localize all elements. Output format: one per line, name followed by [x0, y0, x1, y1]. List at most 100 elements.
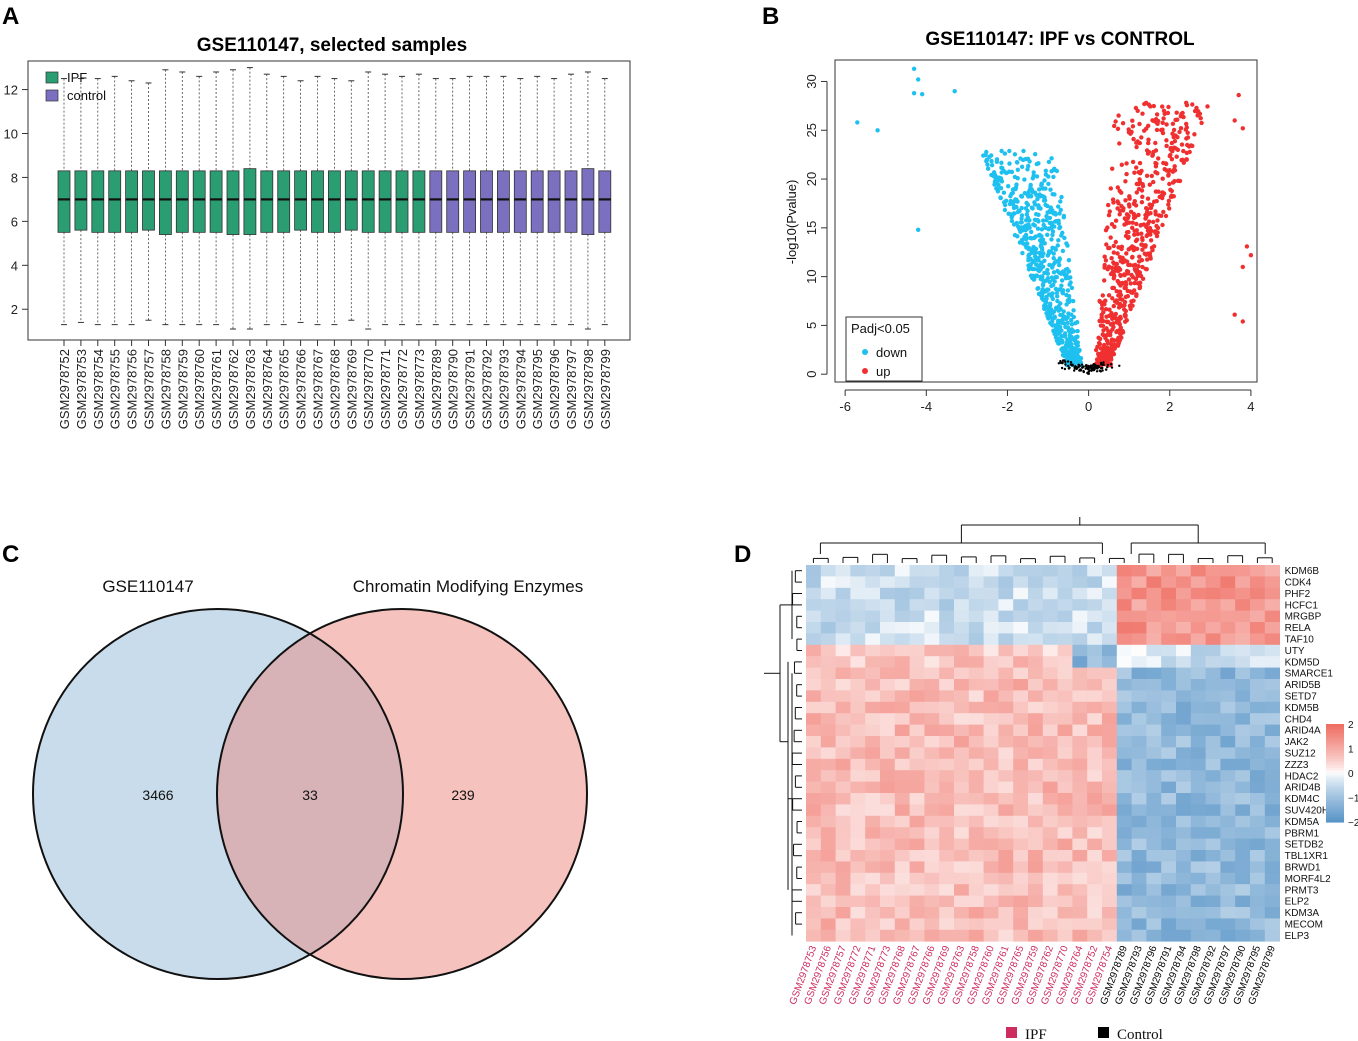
- heatmap-cell: [880, 838, 896, 851]
- heatmap-cell: [1250, 929, 1266, 942]
- point-up: [1105, 319, 1110, 325]
- point-up: [1130, 275, 1136, 280]
- heatmap-cell: [1028, 622, 1044, 634]
- heatmap-cell: [865, 838, 881, 851]
- point-up: [1111, 250, 1117, 255]
- point-down: [1012, 152, 1018, 157]
- heatmap-cell: [968, 872, 984, 885]
- heatmap-cell: [820, 918, 836, 931]
- heatmap-cell: [1057, 758, 1073, 771]
- heatmap-cell: [1131, 884, 1147, 896]
- point-up-outlier: [1240, 126, 1246, 131]
- heatmap-cell: [850, 599, 866, 611]
- point-down: [1046, 159, 1052, 165]
- point-up: [1120, 208, 1126, 213]
- heatmap-cell: [894, 815, 910, 828]
- point-down-outlier: [855, 120, 860, 125]
- heatmap-cell: [1116, 724, 1132, 737]
- heatmap-cell: [1250, 565, 1266, 577]
- heatmap-cell: [1028, 656, 1044, 668]
- row-label-SUV420H1: SUV420H1: [1285, 806, 1335, 817]
- heatmap-cell: [924, 827, 940, 839]
- heatmap-cell: [1220, 644, 1236, 657]
- heatmap-cell: [880, 884, 896, 896]
- heatmap-cell: [1057, 884, 1073, 896]
- y-tick-label: 10: [4, 126, 18, 141]
- heatmap-cell: [924, 815, 940, 828]
- heatmap-cell: [1176, 724, 1192, 737]
- heatmap-cell: [1161, 781, 1177, 794]
- heatmap-cell: [1057, 610, 1073, 623]
- group-legend-swatch-ipf: [1006, 1027, 1017, 1038]
- heatmap-cell: [1116, 929, 1132, 942]
- heatmap-cell: [835, 861, 851, 874]
- heatmap-cell: [1087, 599, 1103, 611]
- heatmap-cell: [1057, 724, 1073, 737]
- heatmap-cell: [1013, 747, 1029, 760]
- heatmap-cell: [880, 565, 896, 577]
- point-up: [1111, 351, 1116, 356]
- volcano-legend-title: Padj<0.05: [851, 321, 910, 336]
- point-down: [1043, 306, 1048, 312]
- point-down: [1036, 291, 1042, 297]
- point-up: [1172, 168, 1178, 173]
- heatmap-cell: [806, 701, 822, 714]
- heatmap-cell: [954, 929, 970, 942]
- heatmap-cell: [954, 884, 970, 896]
- row-label-ELP3: ELP3: [1285, 931, 1310, 942]
- heatmap-cell: [1087, 622, 1103, 634]
- heatmap-cell: [894, 850, 910, 862]
- point-down: [1035, 196, 1040, 202]
- x-tick-label: GSM2978769: [344, 349, 359, 429]
- point-up: [1183, 127, 1189, 132]
- venn-overlap-region: [217, 633, 403, 955]
- row-label-ELP2: ELP2: [1285, 897, 1310, 908]
- heatmap-cell: [968, 690, 984, 703]
- heatmap-cell: [1042, 690, 1058, 703]
- point-down: [1032, 246, 1037, 251]
- heatmap-cell: [1057, 907, 1073, 919]
- point-down: [1038, 264, 1043, 269]
- point-down: [1023, 206, 1029, 211]
- x-tick-label: GSM2978770: [361, 349, 376, 429]
- point-up: [1153, 170, 1158, 175]
- heatmap-cell: [1235, 622, 1251, 634]
- heatmap-cell: [1161, 587, 1177, 600]
- scale-step: [1326, 743, 1344, 747]
- heatmap-cell: [983, 690, 999, 703]
- heatmap-group-legend: IPF Control: [1006, 1027, 1163, 1041]
- heatmap-cell: [1220, 622, 1236, 634]
- heatmap-cell: [1190, 644, 1206, 657]
- point-up: [1108, 342, 1114, 347]
- heatmap-cell: [1072, 599, 1088, 611]
- point-down: [1045, 210, 1050, 215]
- heatmap-cell: [998, 736, 1014, 748]
- heatmap-cell: [1190, 599, 1206, 611]
- heatmap-cell: [939, 793, 955, 805]
- venn-outline-right: [216, 608, 588, 980]
- heatmap-cell: [1146, 679, 1162, 691]
- point-down: [1060, 291, 1066, 296]
- heatmap-cell: [1264, 587, 1280, 600]
- point-down: [1040, 186, 1046, 191]
- point-down: [1055, 294, 1060, 299]
- heatmap-cell: [1028, 838, 1044, 851]
- heatmap-cell: [850, 679, 866, 691]
- heatmap-cell: [983, 736, 999, 748]
- heatmap-cell: [1220, 747, 1236, 760]
- point-down: [1012, 233, 1018, 238]
- heatmap-cell: [939, 713, 955, 725]
- heatmap-cell: [1116, 770, 1132, 782]
- heatmap-cell: [909, 656, 925, 668]
- point-up: [1133, 105, 1139, 111]
- heatmap-cell: [1220, 724, 1236, 737]
- heatmap-cell: [1220, 827, 1236, 839]
- heatmap-cell: [1250, 827, 1266, 839]
- heatmap-cell: [1250, 587, 1266, 600]
- heatmap-cell: [1042, 929, 1058, 942]
- row-label-PRMT3: PRMT3: [1285, 885, 1319, 896]
- heatmap-cell: [1013, 679, 1029, 691]
- heatmap-cell: [1220, 884, 1236, 896]
- row-label-ZZZ3: ZZZ3: [1285, 760, 1309, 771]
- point-down: [1019, 216, 1024, 221]
